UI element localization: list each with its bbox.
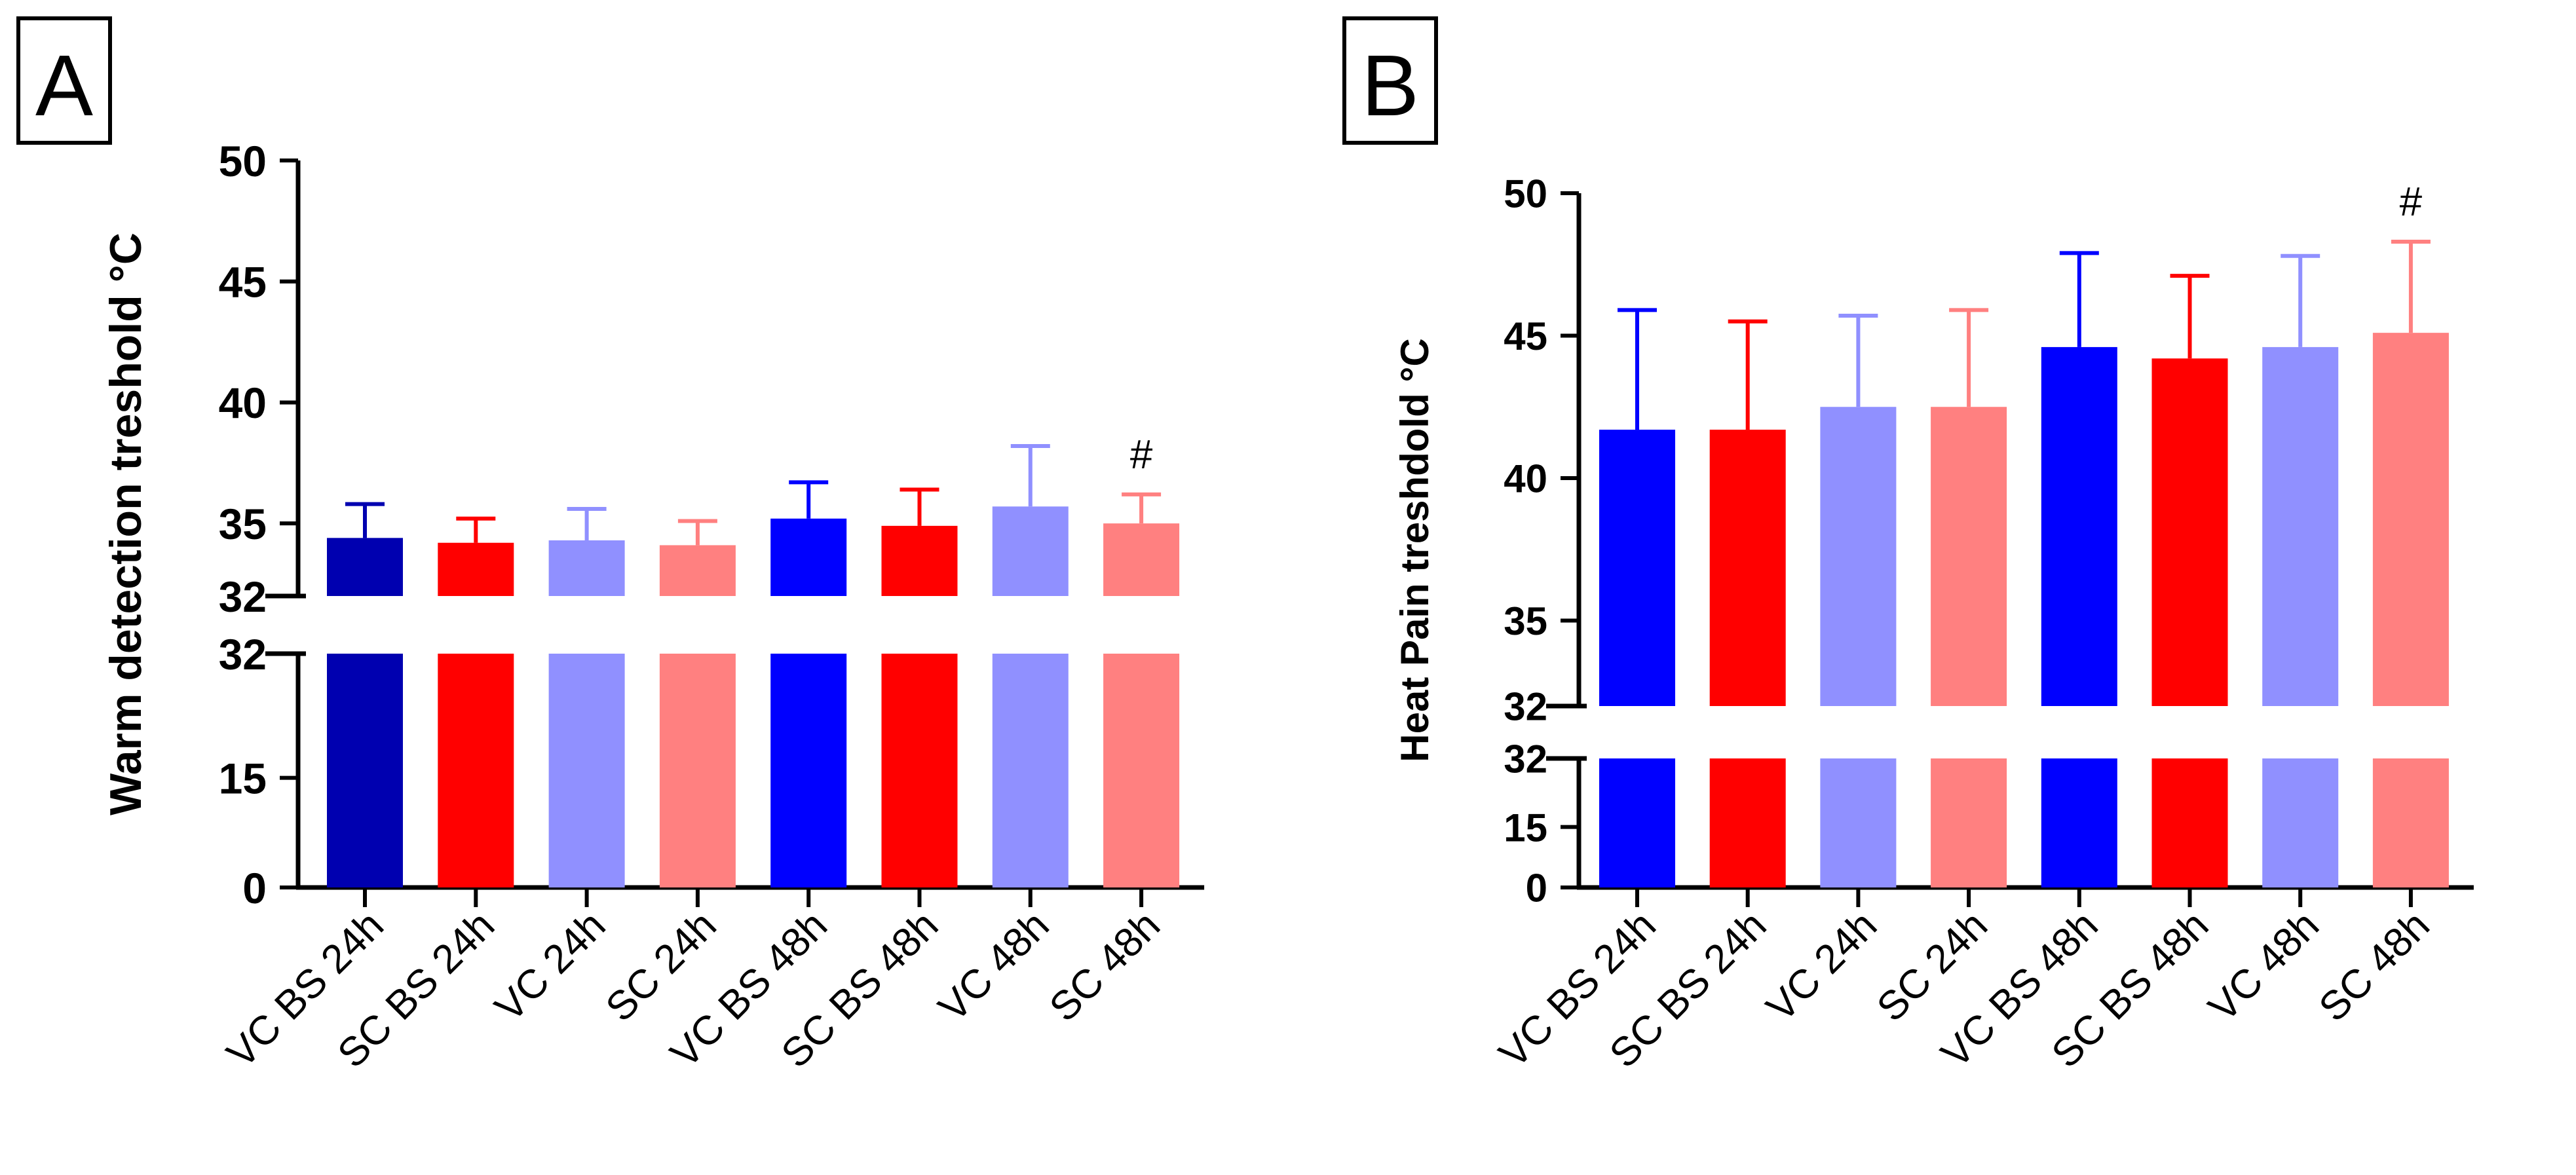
y-axis-label: Heat Pain treshdold °C [1393,338,1437,762]
panel-b: B Heat Pain treshdold °C 50 45 40 35 32 32 15 0… [1342,16,2474,1077]
x-tick-label: SC 48h [2311,903,2438,1030]
bar [659,545,736,596]
bar [881,525,958,596]
annotations: # [1130,432,1153,477]
bar [2041,346,2117,706]
bar-lower-segment [881,654,958,887]
bar-lower-segment [1931,758,2007,887]
bar-lower-segment [1103,654,1180,887]
bar [1820,407,1897,706]
bar-lower-segment [1709,758,1786,887]
bar-lower-segment [2262,758,2339,887]
x-tick-label: VC 48h [2200,903,2328,1030]
y-tick-label: 15 [1504,806,1547,849]
bar [770,518,847,596]
bar [548,540,625,596]
y-tick-label: 32 [1504,685,1547,729]
y-tick-label: 45 [1504,314,1547,358]
bar-lower-segment [2151,758,2228,887]
panel-b-label: B [1361,37,1419,134]
bar [1599,430,1675,706]
bars [327,443,1180,907]
y-tick-label: 40 [219,379,267,427]
bar [1103,523,1180,596]
y-tick-label: 35 [219,500,267,548]
bar-lower-segment [548,654,625,887]
bar-lower-segment [2372,758,2449,887]
y-tick-label: 32 [219,630,267,679]
bar-lower-segment [327,654,403,887]
significance-marker: # [1130,432,1153,477]
bar-lower-segment [770,654,847,887]
y-tick-label: 50 [1504,172,1547,216]
y-axis-label: Warm detection treshold °C [101,233,151,815]
bar [1709,430,1786,706]
annotations: # [2400,179,2423,225]
bar-lower-segment [1820,758,1897,887]
panel-b-label-box [1342,16,1438,145]
y-tick-label: 32 [219,572,267,621]
x-tick-label: VC 24h [486,903,614,1030]
panel-a: A Warm detection treshold °C 50 45 40 35 32 3… [16,16,1205,1077]
y-tick-label: 15 [219,754,267,802]
x-tick-label: VC 48h [930,903,1058,1030]
panel-a-label-box [16,16,112,145]
bar [2372,333,2449,706]
y-tick-label: 32 [1504,737,1547,781]
y-tick-label: 45 [219,257,267,306]
bar [1931,407,2007,706]
y-tick-label: 50 [219,137,267,185]
y-tick-label: 35 [1504,599,1547,643]
bar [327,538,403,596]
y-tick-label: 40 [1504,457,1547,501]
y-tick-label: 0 [242,864,267,912]
x-tick-label: VC 24h [1758,903,1885,1030]
bar [2262,346,2339,706]
bar-lower-segment [2041,758,2117,887]
bar-lower-segment [438,654,514,887]
bar-lower-segment [992,654,1069,887]
bar [2151,358,2228,706]
bars [1599,239,2449,907]
bar-lower-segment [659,654,736,887]
panel-a-label: A [35,37,93,134]
bar [438,542,514,596]
x-tick-label: SC 48h [1041,903,1169,1030]
y-tick-label: 0 [1526,867,1547,910]
bar [992,506,1069,596]
significance-marker: # [2400,179,2423,225]
bar-lower-segment [1599,758,1675,887]
